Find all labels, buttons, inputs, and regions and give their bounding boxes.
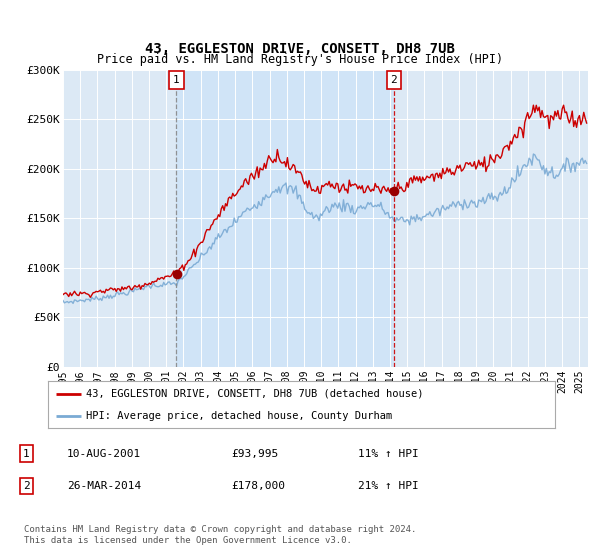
Text: Price paid vs. HM Land Registry's House Price Index (HPI): Price paid vs. HM Land Registry's House … [97,53,503,66]
Text: Contains HM Land Registry data © Crown copyright and database right 2024.
This d: Contains HM Land Registry data © Crown c… [24,525,416,545]
Text: £93,995: £93,995 [231,449,278,459]
Text: 1: 1 [173,75,179,85]
Text: 43, EGGLESTON DRIVE, CONSETT, DH8 7UB: 43, EGGLESTON DRIVE, CONSETT, DH8 7UB [145,42,455,56]
Text: 11% ↑ HPI: 11% ↑ HPI [358,449,418,459]
Text: 21% ↑ HPI: 21% ↑ HPI [358,481,418,491]
Text: 10-AUG-2001: 10-AUG-2001 [67,449,141,459]
Bar [176,70,394,367]
Text: 2: 2 [23,481,30,491]
Text: £178,000: £178,000 [231,481,285,491]
Text: 2: 2 [391,75,397,85]
Text: HPI: Average price, detached house, County Durham: HPI: Average price, detached house, Coun… [86,410,392,421]
Text: 1: 1 [23,449,30,459]
Text: 26-MAR-2014: 26-MAR-2014 [67,481,141,491]
Text: 43, EGGLESTON DRIVE, CONSETT, DH8 7UB (detached house): 43, EGGLESTON DRIVE, CONSETT, DH8 7UB (d… [86,389,424,399]
